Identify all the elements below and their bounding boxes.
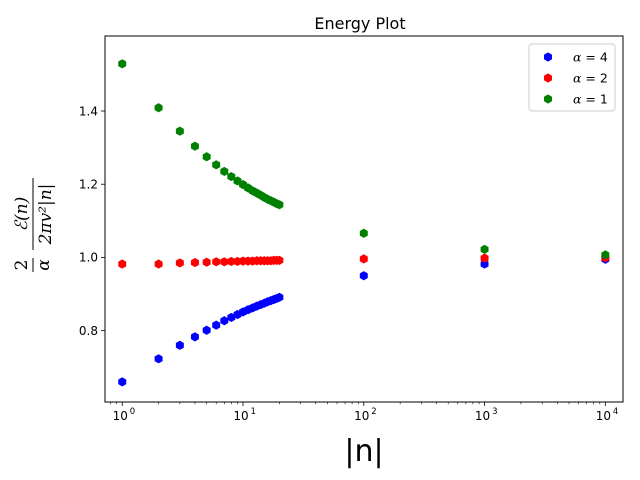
data-point [275,255,284,265]
data-point [202,257,211,267]
x-axis-label: |n| [344,434,383,469]
data-point [118,59,127,69]
y-label-numerator: ℰ(n) [12,197,32,232]
data-point [359,228,368,238]
data-point [202,152,211,162]
data-points-layer [118,59,610,387]
data-point [220,257,229,267]
data-point [154,103,163,113]
legend-entries: α = 4 α = 2 α = 1 [544,50,608,107]
x-tick-label: 10 [113,409,128,423]
x-tick-exponent: 1 [251,407,256,417]
y-axis-label: 2 α ℰ(n) 2πv²|n| [12,178,56,272]
data-point [202,325,211,335]
y-tick-label: 1.4 [79,104,98,118]
series-3-points [118,59,610,260]
data-point [227,312,236,323]
y-label-coef-numerator: 2 [12,260,32,271]
data-point [227,171,236,182]
data-point [480,253,489,263]
x-tick-label: 10 [354,409,369,423]
data-point [275,292,284,302]
y-label-coef-denominator: α [34,259,54,271]
data-point [601,250,610,260]
data-point [175,258,184,268]
y-label-denominator: 2πv²|n| [36,184,56,246]
legend-box [528,43,616,112]
series-1-points [118,254,610,387]
y-tick-label: 0.8 [79,324,98,338]
legend-marker [544,52,552,62]
data-point [275,200,284,210]
x-tick-label: 10 [596,409,611,423]
y-tick-label: 1.2 [79,178,98,192]
legend-label: α = 1 [573,92,608,107]
x-tick-exponent: 4 [613,407,618,417]
data-point [220,316,229,326]
y-tick-label: 1.0 [79,251,98,265]
data-point [212,320,221,330]
data-point [175,340,184,350]
data-point [480,244,489,254]
x-tick-label: 10 [475,409,490,423]
chart-title: Energy Plot [314,14,405,33]
x-tick-exponent: 0 [130,407,135,417]
legend-entry: α = 1 [544,92,608,107]
legend-marker [544,73,552,83]
data-point [480,259,489,269]
legend: α = 4 α = 2 α = 1 [528,43,616,112]
data-point [175,126,184,136]
data-point [118,259,127,269]
data-point [118,377,127,387]
y-axis-ticks: 0.8 1.0 1.2 1.4 [79,104,105,338]
data-point [190,141,199,151]
data-point [190,257,199,268]
x-tick-exponent: 3 [492,407,497,417]
legend-label: α = 2 [573,71,608,86]
data-point [359,271,368,281]
legend-entry: α = 2 [544,71,608,86]
legend-marker [544,94,552,104]
data-point [220,166,229,177]
data-point [190,332,199,342]
x-tick-label: 10 [233,409,248,423]
data-point [154,259,163,269]
data-point [212,160,221,170]
data-point [154,354,163,364]
data-point [227,256,236,267]
legend-label: α = 4 [573,50,608,65]
x-tick-exponent: 2 [371,407,376,417]
data-point [212,257,221,267]
legend-entry: α = 4 [544,50,608,65]
series-2-points [118,253,610,269]
x-axis-ticks: 10 0 10 1 10 2 10 3 10 4 [110,402,618,423]
data-point [359,254,368,264]
